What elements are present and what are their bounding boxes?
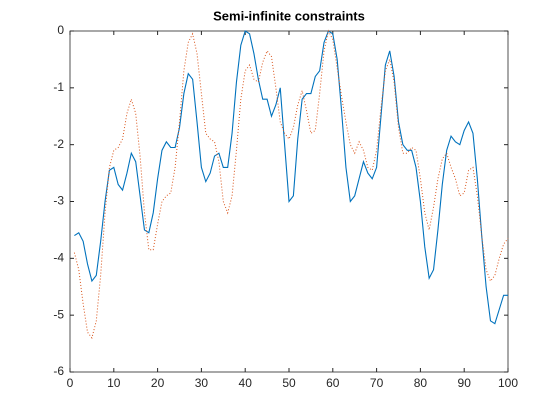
x-tick-label: 50 [282, 376, 296, 390]
y-tick-label: -3 [53, 194, 64, 208]
line-series [73, 29, 509, 340]
y-tick-label: -2 [53, 137, 64, 151]
x-tick-label: 30 [195, 376, 209, 390]
x-tick-label: 20 [151, 376, 165, 390]
x-tick-label: 80 [414, 376, 428, 390]
x-tick-label: 90 [458, 376, 472, 390]
x-tick-label: 60 [326, 376, 340, 390]
y-tick-label: -6 [53, 364, 64, 378]
line-series [74, 30, 508, 325]
x-tick-label: 70 [370, 376, 384, 390]
y-tick-label: -1 [53, 80, 64, 94]
x-tick-label: 40 [239, 376, 253, 390]
chart-title: Semi-infinite constraints [213, 8, 365, 23]
y-tick-label: 0 [57, 23, 64, 37]
x-tick-label: 100 [498, 376, 518, 390]
y-tick-label: -5 [53, 307, 64, 321]
y-tick-label: -4 [53, 251, 64, 265]
x-tick-label: 10 [107, 376, 121, 390]
x-tick-label: 0 [67, 376, 74, 390]
